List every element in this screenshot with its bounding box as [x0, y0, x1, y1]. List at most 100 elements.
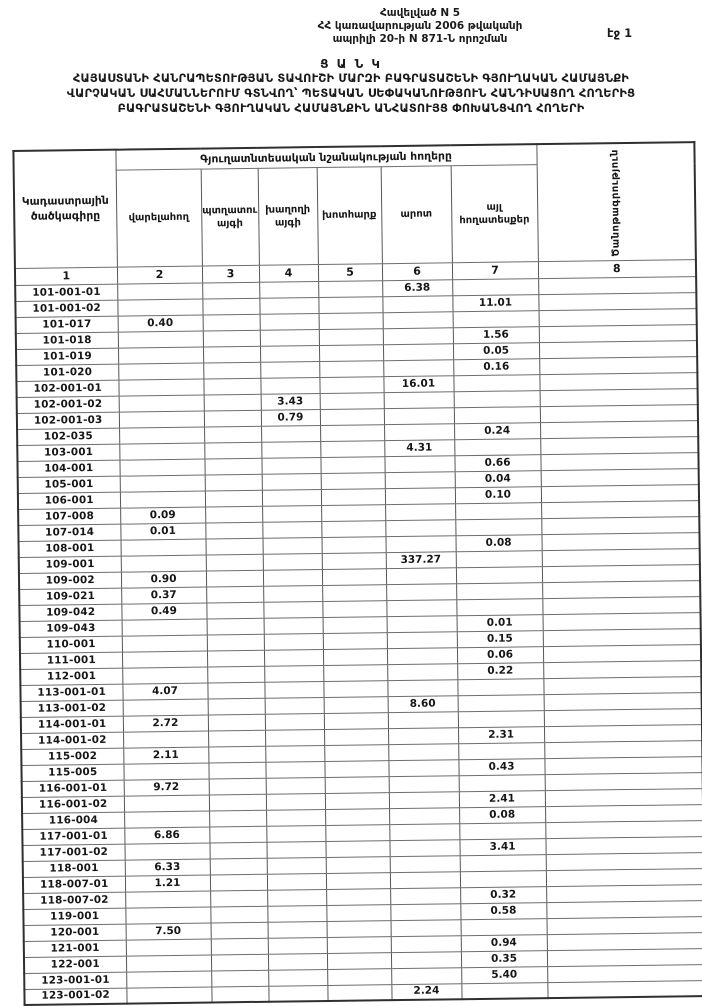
area-value-cell [387, 727, 459, 745]
area-value-cell: 4.07 [122, 682, 208, 700]
area-value-cell [390, 887, 461, 905]
area-value-cell [452, 278, 539, 296]
area-value-cell [122, 666, 208, 684]
area-value-cell: 0.16 [453, 358, 540, 376]
area-value-cell: 337.27 [385, 551, 456, 569]
area-value-cell [265, 729, 325, 746]
area-value-cell [384, 471, 455, 489]
area-value-cell [202, 329, 260, 347]
area-value-cell [388, 759, 459, 777]
area-value-cell: 0.66 [454, 454, 541, 472]
area-value-cell [208, 761, 266, 779]
area-value-cell [261, 489, 322, 506]
area-value-cell [266, 809, 326, 826]
area-value-cell [125, 890, 211, 908]
area-value-cell [261, 473, 321, 490]
cadastral-code-cell: 109-042 [19, 603, 122, 622]
area-value-cell [324, 792, 390, 810]
area-value-cell [319, 392, 384, 410]
area-value-cell [325, 808, 390, 826]
area-value-cell [118, 394, 204, 412]
area-value-cell [264, 697, 324, 714]
area-value-cell [206, 633, 264, 651]
area-value-cell [390, 919, 461, 937]
area-value-cell [204, 457, 262, 475]
col-header-hayfield: խոտհարք [316, 167, 382, 265]
area-value-cell [386, 615, 457, 633]
cadastral-code-cell: 101-001-02 [15, 299, 118, 318]
cadastral-code-cell: 112-001 [20, 667, 123, 686]
cadastral-code-cell: 114-001-02 [21, 731, 124, 750]
area-value-cell: 0.37 [121, 586, 207, 604]
area-value-cell [322, 616, 387, 634]
area-value-cell [263, 633, 323, 650]
area-value-cell: 0.10 [454, 486, 542, 504]
area-value-cell: 4.31 [384, 439, 455, 457]
area-value-cell: 16.01 [383, 375, 454, 393]
table-body: 101-001-01 6.38 101-001-02 11.01 101-017 0.40… [15, 276, 702, 1005]
area-value-cell [209, 857, 267, 875]
area-value-cell [324, 760, 389, 778]
area-value-cell [266, 873, 327, 890]
area-value-cell [461, 982, 548, 1000]
area-value-cell: 0.90 [120, 570, 207, 588]
land-parcels-table-wrap: Կադաստրային ծածկագիրը Գյուղատնտեսական նշ… [12, 141, 702, 1006]
area-value-cell [323, 712, 388, 730]
appendix-line: Հավելված N 5 [379, 7, 461, 19]
column-number: 1 [14, 266, 118, 286]
area-value-cell [385, 535, 456, 553]
area-value-cell: 2.24 [391, 983, 462, 1001]
area-value-cell: 6.33 [124, 858, 210, 876]
area-value-cell [321, 552, 386, 570]
area-value-cell [385, 519, 456, 537]
area-value-cell [389, 807, 460, 825]
area-value-cell [124, 842, 210, 860]
area-value-cell [267, 889, 327, 906]
area-value-cell [455, 502, 542, 520]
area-value-cell [210, 905, 268, 923]
area-value-cell [202, 313, 260, 331]
area-value-cell [384, 487, 456, 505]
area-value-cell [322, 584, 387, 602]
area-value-cell [458, 774, 545, 792]
col-header-vineyard: խաղողի այգի [257, 167, 318, 265]
area-value-cell [390, 951, 462, 969]
area-value-cell [210, 921, 268, 939]
appendix-line: ՀՀ կառավարության 2006 թվականի [317, 20, 523, 33]
cadastral-code-cell: 113-001-02 [20, 699, 123, 718]
cadastral-code-cell: 116-001-01 [21, 779, 124, 797]
cadastral-code-cell: 102-001-01 [16, 379, 119, 398]
area-value-cell [318, 344, 384, 362]
area-value-cell [320, 456, 385, 474]
area-value-cell [455, 566, 543, 584]
area-value-cell [453, 374, 540, 392]
area-value-cell [203, 393, 261, 411]
area-value-cell [326, 904, 391, 922]
cadastral-code-cell: 103-001 [17, 443, 120, 462]
area-value-cell [206, 617, 264, 635]
area-value-cell [322, 648, 388, 666]
area-value-cell [391, 967, 462, 985]
area-value-cell [457, 678, 544, 696]
cadastral-code-cell: 109-021 [19, 587, 122, 606]
col-header-pasture: արոտ [380, 166, 452, 264]
area-value-cell [326, 888, 391, 906]
area-value-cell: 0.35 [460, 950, 548, 968]
area-value-cell [388, 775, 459, 793]
area-value-cell [325, 872, 391, 890]
area-value-cell: 1.56 [452, 326, 540, 344]
area-value-cell [263, 649, 324, 666]
area-value-cell [263, 585, 323, 602]
area-value-cell [383, 391, 454, 409]
area-value-cell [210, 953, 269, 971]
area-value-cell [326, 936, 391, 954]
cadastral-code-cell: 120-001 [23, 923, 126, 941]
area-value-cell [259, 313, 319, 330]
area-value-cell [205, 505, 263, 523]
cadastral-code-cell: 118-007-01 [22, 875, 126, 893]
area-value-cell: 0.09 [120, 506, 206, 524]
area-value-cell: 11.01 [452, 294, 539, 312]
area-value-cell [205, 537, 263, 555]
area-value-cell [266, 841, 326, 858]
